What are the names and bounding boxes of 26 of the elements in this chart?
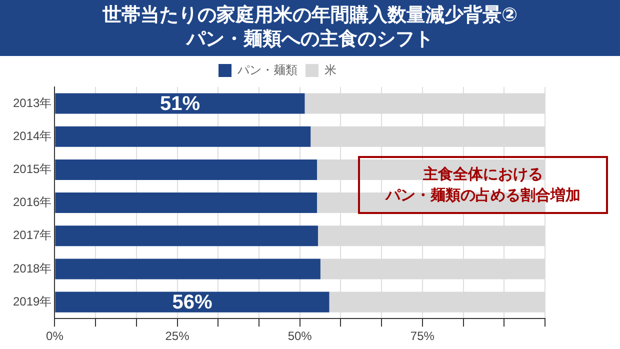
y-tick-label: 2018年 bbox=[12, 261, 52, 276]
legend-label: パン・麺類 bbox=[236, 62, 298, 77]
bar bbox=[55, 226, 318, 246]
y-tick-label: 2017年 bbox=[12, 228, 52, 242]
note-frame: 主食全体における パン・麺類の占める割合増加 bbox=[358, 156, 608, 214]
data-label: 51% bbox=[160, 93, 200, 116]
x-tick-label: 75% bbox=[410, 329, 435, 344]
bar bbox=[55, 192, 318, 214]
bar bbox=[55, 93, 305, 114]
bar bbox=[55, 258, 320, 280]
legend-label: 米 bbox=[324, 62, 336, 77]
data-label: 56% bbox=[172, 292, 212, 314]
y-tick-label: 2013年 bbox=[12, 96, 52, 110]
chart-title: 世帯当たりの家庭用米の年間購入数量減少背景② パン・麺類への主食のシフト bbox=[0, 0, 620, 56]
y-tick-label: 2016年 bbox=[12, 195, 52, 210]
x-tick-label: 50% bbox=[288, 329, 312, 344]
bar bbox=[55, 126, 311, 147]
annotation: 主食全体における bbox=[422, 164, 544, 185]
y-tick-label: 2014年 bbox=[12, 128, 52, 143]
y-tick-label: 2015年 bbox=[12, 162, 52, 176]
bar bbox=[55, 292, 330, 312]
x-tick-label: 0% bbox=[46, 329, 64, 344]
y-tick-label: 2019年 bbox=[12, 294, 52, 308]
x-tick-label: 25% bbox=[165, 329, 190, 344]
annotation: パン・麺類の占める割合増加 bbox=[384, 186, 582, 206]
bar bbox=[55, 159, 318, 180]
